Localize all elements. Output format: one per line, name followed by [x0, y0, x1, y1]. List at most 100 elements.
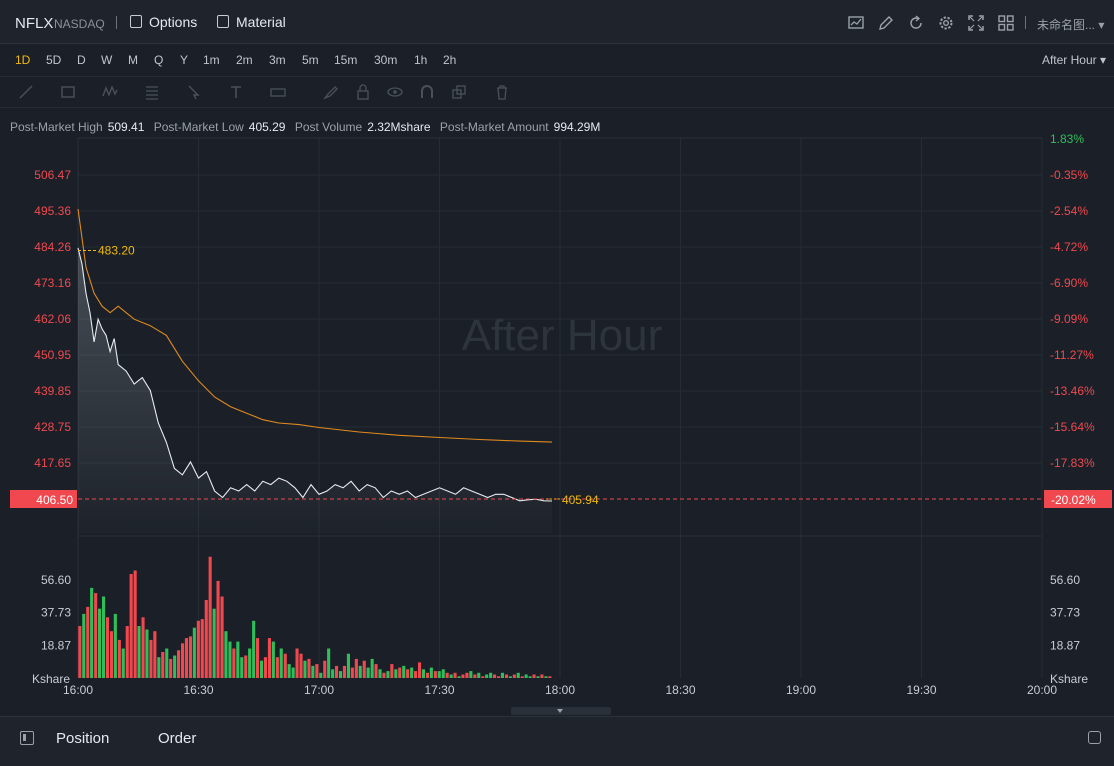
- interval-15m[interactable]: 15m: [334, 53, 358, 67]
- volume-bar: [445, 672, 449, 678]
- gear-icon[interactable]: [937, 14, 955, 32]
- material-button[interactable]: Material: [217, 14, 286, 30]
- price-line: [77, 247, 553, 502]
- volume-bar: [216, 580, 220, 678]
- eye-icon[interactable]: [387, 84, 403, 100]
- volume-bar: [279, 648, 283, 678]
- options-button[interactable]: Options: [130, 14, 197, 30]
- interval-q[interactable]: Q: [154, 53, 164, 67]
- time-tick-label: 17:30: [424, 683, 454, 697]
- volume-bar: [145, 629, 149, 678]
- volume-bar: [184, 638, 188, 678]
- volume-bar: [109, 631, 113, 678]
- tab-order[interactable]: Order: [158, 730, 197, 747]
- volume-bar: [524, 674, 528, 678]
- panel-collapse-handle[interactable]: [511, 707, 611, 715]
- percent-tick-label: -11.27%: [1050, 348, 1094, 362]
- trend-line-icon[interactable]: [18, 84, 34, 100]
- volume-bar: [291, 667, 295, 678]
- wave-tool-icon[interactable]: [102, 84, 118, 100]
- session-label: After Hour: [1041, 53, 1097, 67]
- volume-bar: [244, 655, 248, 678]
- volume-bar: [323, 660, 327, 678]
- volume-bar: [82, 613, 86, 678]
- volume-bar: [378, 669, 382, 678]
- divider: [1025, 16, 1026, 29]
- interval-30m[interactable]: 30m: [374, 53, 398, 67]
- chart-grid: [77, 137, 1043, 678]
- brush-icon[interactable]: [323, 84, 339, 100]
- symbol[interactable]: NFLX: [15, 15, 54, 32]
- time-tick-label: 19:30: [906, 683, 936, 697]
- volume-bar: [149, 639, 153, 678]
- fullscreen-icon[interactable]: [967, 14, 985, 32]
- interval-1d[interactable]: 1D: [15, 53, 31, 67]
- popout-icon[interactable]: [1088, 731, 1101, 744]
- volume-bar: [90, 587, 94, 678]
- text-tool-icon[interactable]: [228, 84, 244, 100]
- volume-bar: [232, 648, 236, 678]
- volume-bar: [165, 648, 169, 678]
- interval-5m[interactable]: 5m: [302, 53, 319, 67]
- price-chart[interactable]: After Hour Post-Market High 509.41 Post-M…: [0, 108, 1114, 716]
- magnet-icon[interactable]: [419, 84, 435, 100]
- volume-bar: [512, 674, 516, 678]
- volume-bar: [161, 652, 165, 678]
- volume-value: 2.32Mshare: [367, 120, 431, 134]
- interval-d[interactable]: D: [77, 53, 86, 67]
- interval-5d[interactable]: 5D: [46, 53, 62, 67]
- volume-bar: [346, 653, 350, 678]
- session-selector[interactable]: After Hour ▾: [1041, 53, 1106, 67]
- price-tick-label: 417.65: [34, 456, 71, 470]
- volume-bar: [410, 667, 414, 678]
- refresh-icon[interactable]: [907, 14, 925, 32]
- amount-label: Post-Market Amount: [440, 120, 549, 134]
- measure-icon[interactable]: [270, 84, 286, 100]
- interval-1m[interactable]: 1m: [203, 53, 220, 67]
- last-price-label: 405.94: [562, 493, 599, 507]
- volume-bar: [113, 613, 117, 678]
- fibonacci-icon[interactable]: [144, 84, 160, 100]
- volume-bar: [402, 665, 406, 678]
- layout-selector[interactable]: 未命名图... ▾: [1037, 18, 1105, 32]
- volume-bar: [177, 650, 181, 678]
- lock-icon[interactable]: [355, 84, 371, 100]
- layout-grid-icon[interactable]: [997, 14, 1015, 32]
- volume-bar: [437, 671, 441, 678]
- volume-bar: [342, 665, 346, 678]
- volume-bar: [252, 620, 256, 678]
- rectangle-tool-icon[interactable]: [60, 84, 76, 100]
- price-tick-label: 473.16: [34, 276, 71, 290]
- cursor-icon[interactable]: [186, 84, 202, 100]
- edit-icon[interactable]: [877, 14, 895, 32]
- volume-bar: [354, 658, 358, 678]
- volume-bar: [461, 674, 465, 678]
- tab-position[interactable]: Position: [56, 730, 110, 747]
- current-price-badge: [10, 490, 77, 508]
- interval-3m[interactable]: 3m: [269, 53, 286, 67]
- volume-bar: [133, 570, 137, 678]
- volume-bar: [248, 648, 252, 678]
- volume-bar: [370, 658, 374, 678]
- interval-w[interactable]: W: [101, 53, 113, 67]
- volume-bar: [78, 626, 82, 678]
- volume-bar: [544, 676, 548, 678]
- price-tick-label: 495.36: [34, 204, 71, 218]
- layers-icon[interactable]: [451, 84, 467, 100]
- panel-toggle-icon[interactable]: [20, 731, 34, 745]
- volume-bar: [303, 660, 307, 678]
- volume-bar: [493, 674, 497, 678]
- interval-m[interactable]: M: [128, 53, 138, 67]
- volume-tick-left: 18.87: [41, 638, 71, 652]
- volume-bar: [516, 672, 520, 678]
- interval-2h[interactable]: 2h: [443, 53, 457, 67]
- volume-bar: [398, 667, 402, 678]
- volume-bar: [540, 674, 544, 678]
- interval-1h[interactable]: 1h: [414, 53, 428, 67]
- volume-bars: [78, 556, 552, 678]
- interval-2m[interactable]: 2m: [236, 53, 253, 67]
- trash-icon[interactable]: [494, 84, 510, 100]
- volume-bar: [469, 671, 473, 678]
- chart-settings-icon[interactable]: [847, 14, 865, 32]
- interval-y[interactable]: Y: [180, 53, 189, 67]
